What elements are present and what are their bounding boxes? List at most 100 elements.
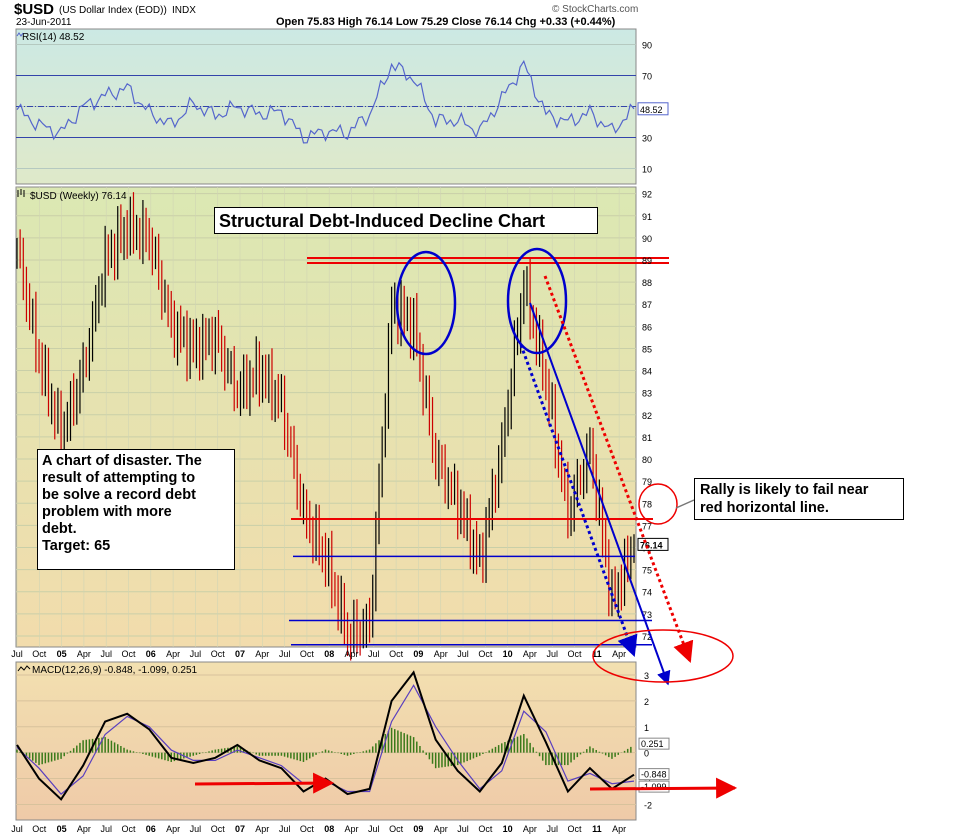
x-tick-label: Oct [32,649,47,659]
x-tick-label: Oct [389,824,404,834]
x-tick-label: Jul [100,824,112,834]
x-tick-label: 09 [413,824,423,834]
macd-legend-icon [17,665,31,672]
stockcharts-watermark: © StockCharts.com [552,4,639,15]
rsi-tick-label: 90 [642,41,652,51]
price-tick-label: 79 [642,477,652,487]
x-tick-label: Apr [434,824,448,834]
x-tick-label: Oct [478,649,493,659]
x-tick-label: Jul [457,824,469,834]
disaster-note-line: debt. [42,521,77,537]
x-tick-label: Apr [166,824,180,834]
annotation-shapes [194,247,738,799]
macd-red-arrow-2 [589,777,738,799]
rally-note-line: Rally is likely to fail near [700,482,869,498]
x-tick-label: Apr [523,649,537,659]
x-tick-label: Apr [612,649,626,659]
x-tick-label: Jul [190,649,202,659]
x-tick-label: 07 [235,824,245,834]
rally-note-line: red horizontal line. [700,500,829,516]
x-tick-label: Jul [546,824,558,834]
rally-fail-circle [638,483,678,525]
disaster-note-line: A chart of disaster. The [42,453,202,469]
price-tick-label: 86 [642,322,652,332]
x-tick-label: Apr [77,649,91,659]
price-tick-label: 82 [642,411,652,421]
x-tick-label: Oct [389,649,404,659]
macd-red-arrow-1 [194,772,335,794]
x-tick-label: 07 [235,649,245,659]
macd-tick-label: 1 [644,723,649,733]
top-circle-2009 [395,250,457,356]
price-legend-icon [17,189,25,197]
macd-tick-label: 3 [644,671,649,681]
price-tick-label: 77 [642,521,652,531]
x-tick-label: Jul [457,649,469,659]
macd-value-box [638,737,670,750]
x-tick-label: Apr [255,824,269,834]
macd-value-box [638,768,670,781]
x-tick-label: Apr [255,649,269,659]
x-tick-label: Jul [190,824,202,834]
x-tick-label: Apr [77,824,91,834]
macd-layer [16,670,635,801]
chart-exchange: INDX [172,5,196,16]
top-circle-2010 [506,247,568,355]
blue-solid-trend-line [529,302,671,686]
x-tick-label: 11 [592,824,602,834]
rsi-layer [16,59,635,144]
rsi-last-value: 48.52 [640,105,663,115]
price-tick-label: 91 [642,212,652,222]
price-tick-label: 92 [642,190,652,200]
macd-legend: MACD(12,26,9) -0.848, -1.099, 0.251 [32,665,198,676]
x-tick-label: 11 [592,649,602,659]
x-tick-label: Oct [300,824,315,834]
price-tick-label: 85 [642,344,652,354]
x-tick-label: Apr [345,824,359,834]
x-tick-label: Jul [11,824,23,834]
rally-note: Rally is likely to fail near red horizon… [694,478,904,520]
price-legend: $USD (Weekly) 76.14 [30,191,127,202]
x-tick-label: Jul [279,824,291,834]
chart-annotation-title: Structural Debt-Induced Decline Chart [214,207,598,234]
x-tick-label: Jul [100,649,112,659]
x-tick-label: Oct [300,649,315,659]
disaster-note-line: be solve a record debt [42,487,196,503]
rally-callout-pointer [675,499,695,509]
price-tick-label: 84 [642,367,652,377]
price-tick-label: 90 [642,234,652,244]
x-tick-label: Jul [546,649,558,659]
x-tick-label: Apr [523,824,537,834]
disaster-note-line: Target: 65 [42,538,111,554]
price-tick-label: 73 [642,610,652,620]
price-tick-label: 74 [642,588,652,598]
blue-dotted-trend-line [519,344,638,657]
x-tick-label: Jul [368,649,380,659]
rsi-line [16,59,635,144]
disaster-note: A chart of disaster. The result of attem… [37,449,235,570]
x-tick-label: Oct [32,824,47,834]
target-circle [592,629,734,683]
x-tick-label: Oct [211,824,226,834]
price-tick-label: 72 [642,632,652,642]
x-tick-label: Oct [121,649,136,659]
x-tick-label: 09 [413,649,423,659]
x-tick-label: Oct [211,649,226,659]
chart-symbol: $USD [14,1,55,18]
price-tick-label: 88 [642,278,652,288]
macd-tick-label: 2 [644,697,649,707]
x-tick-label: Jul [11,649,23,659]
price-tick-label: 75 [642,566,652,576]
macd-tick-label: -2 [644,800,652,810]
price-tick-label: 80 [642,455,652,465]
axis-labels: 103050709048.527273747576777879808182838… [11,41,670,834]
x-tick-label: Apr [166,649,180,659]
macd-value-label: -0.848 [641,770,667,780]
x-tick-label: 10 [503,649,513,659]
x-tick-label: Oct [478,824,493,834]
x-tick-label: Apr [612,824,626,834]
x-tick-label: 08 [324,649,334,659]
rsi-tick-label: 30 [642,134,652,144]
x-tick-label: 05 [57,649,67,659]
